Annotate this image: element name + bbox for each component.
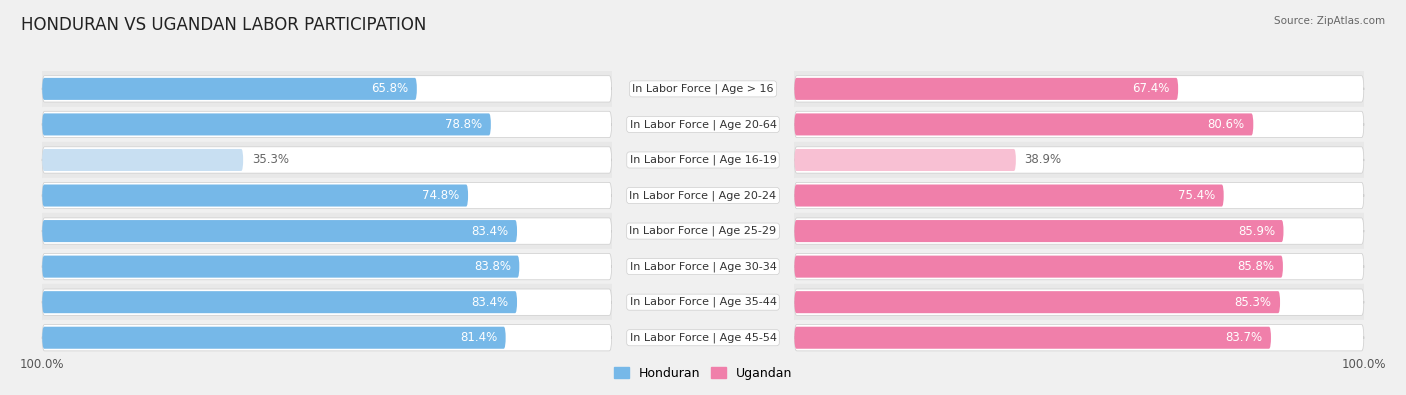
Bar (794, 71, 1364, 107)
FancyBboxPatch shape (794, 325, 1364, 351)
Bar (42, 213, 612, 249)
FancyBboxPatch shape (794, 256, 1282, 278)
Bar (42, 142, 612, 178)
FancyBboxPatch shape (794, 149, 1017, 171)
Bar (794, 107, 1364, 142)
Text: 74.8%: 74.8% (422, 189, 460, 202)
FancyBboxPatch shape (794, 327, 1271, 349)
Text: Source: ZipAtlas.com: Source: ZipAtlas.com (1274, 16, 1385, 26)
Legend: Honduran, Ugandan: Honduran, Ugandan (609, 362, 797, 385)
Text: 65.8%: 65.8% (371, 83, 408, 95)
Text: 75.4%: 75.4% (1178, 189, 1215, 202)
FancyBboxPatch shape (42, 182, 612, 209)
FancyBboxPatch shape (42, 291, 517, 313)
FancyBboxPatch shape (42, 289, 612, 315)
Text: 67.4%: 67.4% (1132, 83, 1170, 95)
FancyBboxPatch shape (794, 291, 1279, 313)
FancyBboxPatch shape (794, 76, 1364, 102)
Text: 85.3%: 85.3% (1234, 296, 1271, 308)
FancyBboxPatch shape (42, 218, 612, 244)
Text: HONDURAN VS UGANDAN LABOR PARTICIPATION: HONDURAN VS UGANDAN LABOR PARTICIPATION (21, 16, 426, 34)
Text: 85.9%: 85.9% (1237, 225, 1275, 237)
FancyBboxPatch shape (794, 218, 1364, 244)
Text: In Labor Force | Age 20-64: In Labor Force | Age 20-64 (630, 119, 776, 130)
FancyBboxPatch shape (794, 254, 1364, 280)
Text: 35.3%: 35.3% (252, 154, 288, 166)
FancyBboxPatch shape (42, 149, 243, 171)
Text: In Labor Force | Age > 16: In Labor Force | Age > 16 (633, 84, 773, 94)
Text: In Labor Force | Age 45-54: In Labor Force | Age 45-54 (630, 333, 776, 343)
Text: 81.4%: 81.4% (460, 331, 498, 344)
Bar (794, 284, 1364, 320)
FancyBboxPatch shape (794, 147, 1364, 173)
FancyBboxPatch shape (42, 327, 506, 349)
Bar (42, 71, 612, 107)
Text: 83.7%: 83.7% (1226, 331, 1263, 344)
FancyBboxPatch shape (794, 289, 1364, 315)
Text: 38.9%: 38.9% (1025, 154, 1062, 166)
FancyBboxPatch shape (42, 325, 612, 351)
Bar (42, 107, 612, 142)
Text: In Labor Force | Age 30-34: In Labor Force | Age 30-34 (630, 261, 776, 272)
Text: 83.4%: 83.4% (471, 296, 509, 308)
FancyBboxPatch shape (42, 256, 519, 278)
FancyBboxPatch shape (42, 111, 612, 137)
FancyBboxPatch shape (42, 254, 612, 280)
Text: In Labor Force | Age 20-24: In Labor Force | Age 20-24 (630, 190, 776, 201)
FancyBboxPatch shape (42, 76, 612, 102)
FancyBboxPatch shape (42, 78, 416, 100)
FancyBboxPatch shape (42, 184, 468, 207)
FancyBboxPatch shape (794, 113, 1253, 135)
FancyBboxPatch shape (794, 78, 1178, 100)
FancyBboxPatch shape (794, 111, 1364, 137)
Bar (42, 284, 612, 320)
Text: In Labor Force | Age 16-19: In Labor Force | Age 16-19 (630, 155, 776, 165)
Text: In Labor Force | Age 35-44: In Labor Force | Age 35-44 (630, 297, 776, 307)
Bar (42, 320, 612, 356)
Text: 83.8%: 83.8% (474, 260, 510, 273)
Bar (794, 213, 1364, 249)
Bar (794, 178, 1364, 213)
FancyBboxPatch shape (42, 147, 612, 173)
Text: In Labor Force | Age 25-29: In Labor Force | Age 25-29 (630, 226, 776, 236)
FancyBboxPatch shape (794, 182, 1364, 209)
FancyBboxPatch shape (42, 220, 517, 242)
Bar (794, 249, 1364, 284)
FancyBboxPatch shape (794, 220, 1284, 242)
Bar (794, 320, 1364, 356)
Text: 80.6%: 80.6% (1208, 118, 1244, 131)
Text: 78.8%: 78.8% (446, 118, 482, 131)
Text: 83.4%: 83.4% (471, 225, 509, 237)
Text: 85.8%: 85.8% (1237, 260, 1274, 273)
Bar (42, 249, 612, 284)
FancyBboxPatch shape (794, 184, 1223, 207)
Bar (42, 178, 612, 213)
Bar (794, 142, 1364, 178)
FancyBboxPatch shape (42, 113, 491, 135)
